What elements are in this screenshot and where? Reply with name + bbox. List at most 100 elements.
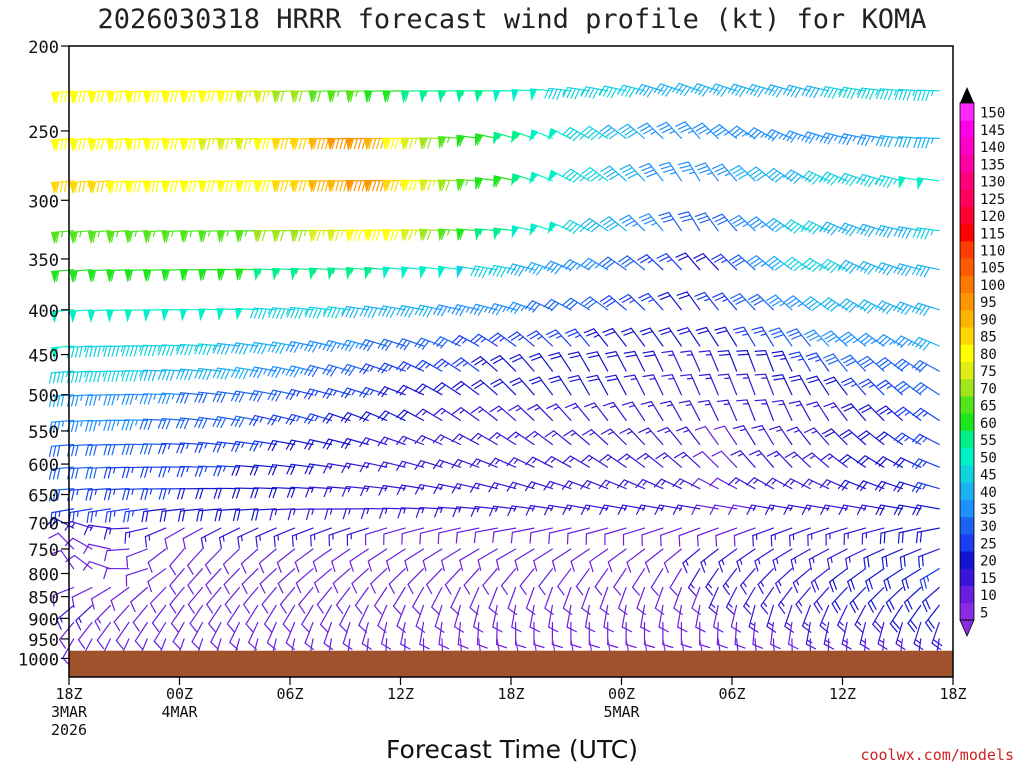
barb-full <box>714 166 726 173</box>
barb-full <box>414 359 424 369</box>
barb-full <box>831 603 839 614</box>
credit-link[interactable]: coolwx.com/models <box>860 746 1014 764</box>
barb-full <box>198 368 204 380</box>
wind-barb <box>645 548 664 573</box>
colorbar-label: 35 <box>980 502 997 518</box>
barb-full <box>584 127 594 136</box>
barb-full <box>198 465 204 477</box>
barb-full <box>600 428 612 435</box>
wind-barb <box>335 586 351 615</box>
barb-pennant <box>529 88 538 102</box>
barb-shaft <box>816 375 830 396</box>
barb-full <box>399 339 408 350</box>
barb-full <box>807 534 809 547</box>
barb-half <box>424 90 428 97</box>
barb-half <box>785 621 791 627</box>
barb-full <box>294 90 299 103</box>
barb-full <box>888 599 895 610</box>
barb-full <box>605 129 616 137</box>
colorbar-label: 120 <box>980 209 1005 225</box>
barb-full <box>115 370 120 382</box>
barb-shaft <box>149 586 167 604</box>
barb-full <box>679 214 692 219</box>
barb-half <box>760 223 767 228</box>
barb-full <box>787 643 799 650</box>
barb-full <box>96 138 101 151</box>
barb-shaft <box>663 548 683 564</box>
barb-full <box>565 128 575 138</box>
barb-full <box>739 87 747 98</box>
wind-barb <box>639 327 664 347</box>
wind-barb <box>672 504 701 516</box>
wind-barb <box>802 452 830 468</box>
barb-half <box>131 466 134 474</box>
barb-half <box>494 483 499 489</box>
wind-barb <box>600 165 627 182</box>
barb-shaft <box>689 400 701 421</box>
barb-half <box>329 463 333 470</box>
wind-barb <box>259 568 277 594</box>
barb-full <box>786 426 798 432</box>
barb-full <box>321 137 326 150</box>
barb-full <box>599 454 609 462</box>
barb-shaft <box>323 621 332 644</box>
barb-full <box>184 138 189 150</box>
barb-full <box>720 87 728 97</box>
wind-barb <box>506 263 535 277</box>
barb-full <box>698 373 711 377</box>
barb-half <box>705 130 712 135</box>
barb-half <box>749 622 756 627</box>
barb-full <box>827 335 838 343</box>
barb-full <box>341 305 348 317</box>
barb-full <box>473 531 477 544</box>
barb-half <box>826 480 832 486</box>
wind-barb <box>656 253 683 271</box>
barb-full <box>452 380 462 389</box>
barb-full <box>562 297 572 306</box>
barb-full <box>331 180 336 192</box>
barb-full <box>580 480 588 490</box>
barb-half <box>248 90 252 97</box>
wind-barb <box>605 374 627 396</box>
barb-shaft <box>295 568 314 584</box>
wind-barb <box>106 137 130 152</box>
wind-barb <box>212 391 240 403</box>
wind-barb <box>331 548 351 572</box>
barb-full <box>819 258 829 268</box>
barb-full <box>165 230 170 243</box>
barb-half <box>402 485 407 492</box>
wind-barb <box>308 137 332 151</box>
wind-barb <box>245 604 259 633</box>
wind-barb <box>640 604 651 633</box>
barb-full <box>695 125 706 132</box>
wind-barb <box>182 527 204 550</box>
barb-full <box>920 228 926 240</box>
barb-shaft <box>291 527 314 537</box>
barb-full <box>548 375 560 380</box>
barb-shaft <box>626 548 646 563</box>
barb-full <box>293 367 300 378</box>
barb-full <box>418 338 426 349</box>
barb-pennant <box>290 138 298 152</box>
barb-full <box>544 607 554 616</box>
barb-half <box>259 416 264 423</box>
barb-half <box>258 268 262 275</box>
barb-half <box>914 639 921 644</box>
barb-shaft <box>920 407 940 421</box>
barb-shaft <box>801 604 811 627</box>
barb-half <box>580 89 584 96</box>
wind-barb <box>388 568 406 594</box>
barb-pennant <box>235 230 243 244</box>
barb-half <box>795 579 800 586</box>
barb-full <box>221 180 226 193</box>
barb-full <box>243 180 248 192</box>
barb-full <box>339 180 344 192</box>
barb-full <box>400 305 407 317</box>
wind-barb <box>187 548 204 575</box>
barb-full <box>886 265 894 276</box>
barb-half <box>650 130 657 135</box>
barb-full <box>641 534 643 547</box>
barb-full <box>788 374 801 379</box>
wind-barb <box>414 359 443 372</box>
barb-full <box>226 623 235 633</box>
